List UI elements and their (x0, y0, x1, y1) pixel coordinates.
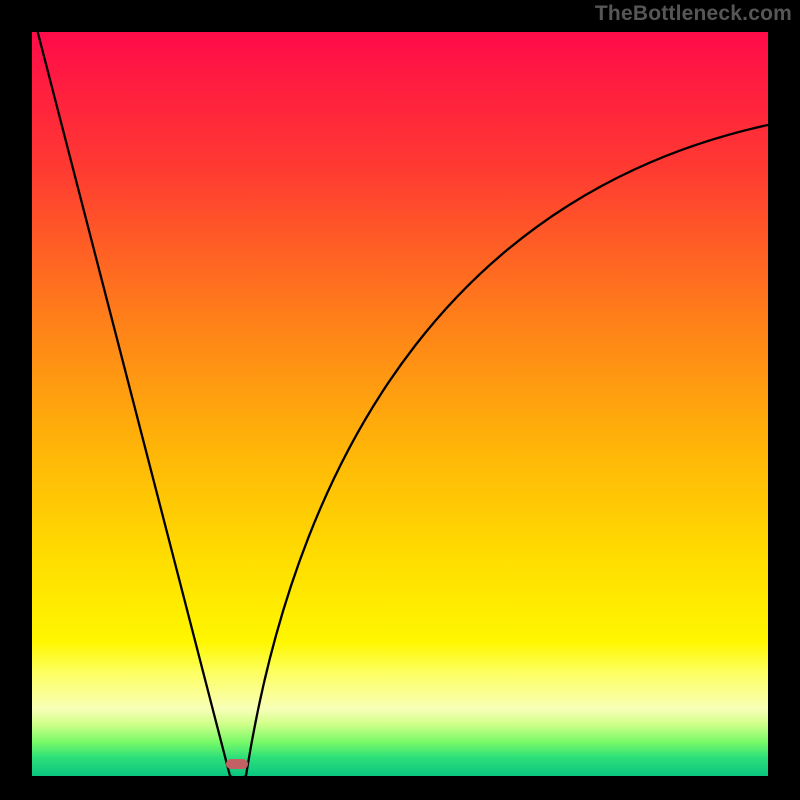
chart-frame: TheBottleneck.com (0, 0, 800, 800)
plot-background (32, 32, 768, 776)
bottleneck-chart (0, 0, 800, 800)
dip-marker (226, 759, 248, 769)
watermark-text: TheBottleneck.com (595, 2, 792, 26)
